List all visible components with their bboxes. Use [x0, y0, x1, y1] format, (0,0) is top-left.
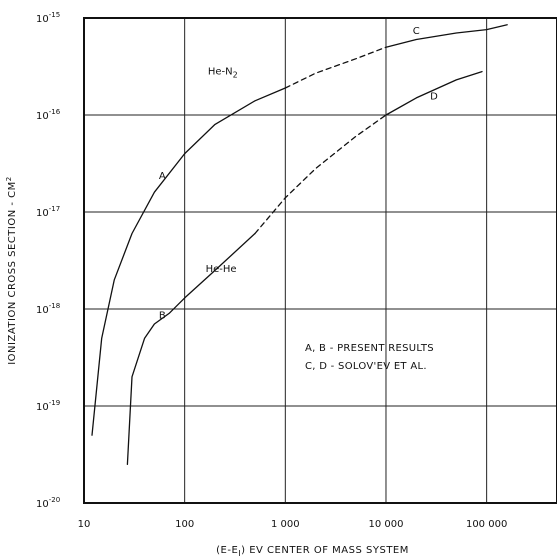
y-tick-label: 10-18: [36, 302, 60, 316]
series-line-a-solid: [91, 87, 286, 436]
series-line-d-solid: [385, 70, 483, 116]
y-axis-label: IONIZATION CROSS SECTION - CM2: [5, 176, 18, 365]
legend-note-line-2: C, D - SOLOV'EV ET AL.: [305, 361, 427, 372]
series-line-c-solid: [385, 24, 508, 48]
curve-label: A: [159, 171, 166, 182]
grid: [83, 17, 557, 504]
series-line-d-dashed: [254, 114, 387, 235]
series-line-c-dashed: [284, 46, 387, 89]
x-tick-label: 10 000: [368, 519, 403, 530]
curve-label: C: [413, 26, 420, 37]
curve-label: He-He: [206, 264, 237, 275]
curve-label: D: [430, 91, 438, 102]
x-tick-label: 100 000: [466, 519, 507, 530]
x-axis-label: (E-EI) EV CENTER OF MASS SYSTEM: [216, 545, 409, 557]
y-tick-label: 10-16: [36, 108, 61, 122]
x-tick-labels: 10 100 1 000 10 000 100 000: [78, 519, 508, 530]
series-line-b-solid: [126, 232, 256, 466]
x-tick-label: 1 000: [271, 519, 300, 530]
x-tick-label: 100: [175, 519, 194, 530]
legend-note: A, B - PRESENT RESULTS C, D - SOLOV'EV E…: [305, 343, 434, 372]
legend-note-line-1: A, B - PRESENT RESULTS: [305, 343, 434, 354]
y-tick-label: 10-17: [36, 205, 60, 219]
plot-frame: [83, 17, 557, 504]
y-tick-label: 10-19: [36, 399, 60, 413]
series-lines: [91, 24, 508, 466]
curve-annotations: C D A B He-He: [159, 26, 438, 321]
curve-label: B: [159, 310, 166, 321]
y-tick-label: 10-20: [36, 496, 60, 510]
x-tick-label: 10: [78, 519, 91, 530]
he-n2-label: He-N2: [208, 67, 238, 80]
y-tick-labels: 10-20 10-19 10-18 10-17 10-16 10-15: [36, 11, 61, 510]
y-tick-label: 10-15: [36, 11, 60, 25]
